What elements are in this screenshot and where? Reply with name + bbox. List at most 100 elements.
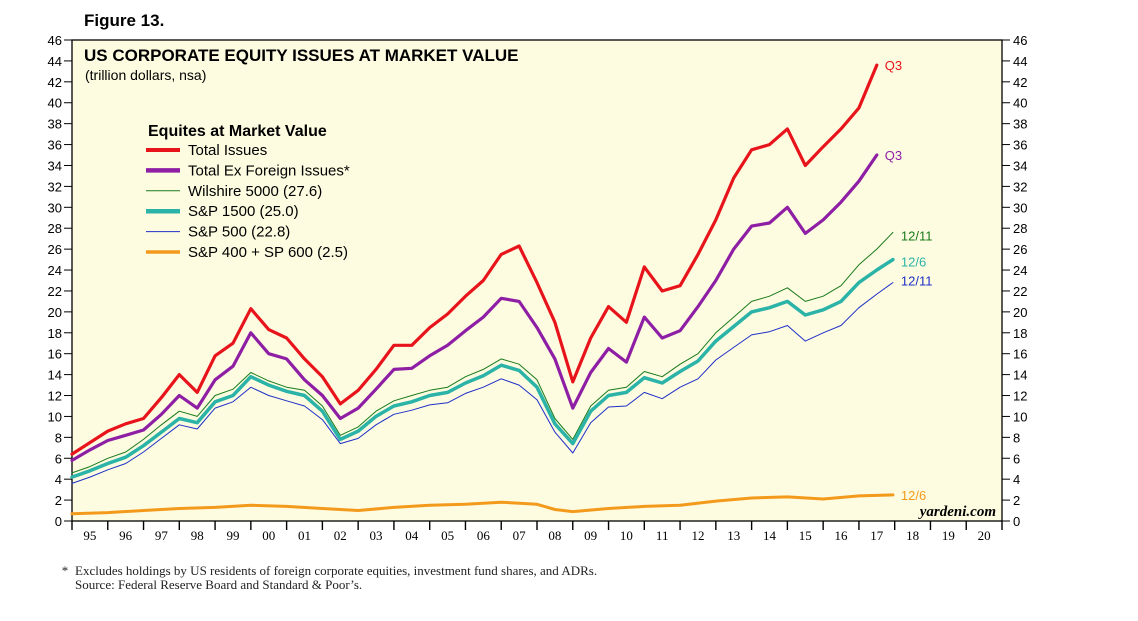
y-tick-label-right: 2 — [1013, 493, 1020, 508]
series-line-3 — [70, 257, 895, 479]
y-tick-label-left: 10 — [48, 409, 62, 424]
series-end-label: 12/11 — [901, 274, 933, 289]
legend-label: S&P 500 (22.8) — [188, 224, 290, 241]
y-tick-label-left: 12 — [48, 389, 62, 404]
x-tick-label: 10 — [620, 528, 633, 543]
y-tick-label-right: 8 — [1013, 430, 1020, 445]
y-tick-label-right: 44 — [1013, 54, 1027, 69]
chart-title: US CORPORATE EQUITY ISSUES AT MARKET VAL… — [84, 46, 518, 65]
y-tick-label-right: 40 — [1013, 96, 1027, 111]
y-tick-label-left: 38 — [48, 117, 62, 132]
y-tick-label-left: 30 — [48, 200, 62, 215]
y-tick-label-right: 20 — [1013, 305, 1027, 320]
y-tick-label-left: 42 — [48, 75, 62, 90]
y-tick-label-right: 42 — [1013, 75, 1027, 90]
footnote-source: Source: Federal Reserve Board and Standa… — [75, 577, 363, 592]
series-end-label: Q3 — [885, 148, 902, 163]
series-end-label: 12/6 — [901, 255, 926, 270]
y-tick-label-right: 30 — [1013, 200, 1027, 215]
x-tick-label: 19 — [942, 528, 955, 543]
y-tick-label-right: 46 — [1013, 33, 1027, 48]
x-tick-label: 02 — [334, 528, 347, 543]
y-tick-label-right: 34 — [1013, 158, 1027, 173]
y-tick-label-left: 26 — [48, 242, 62, 257]
x-tick-label: 11 — [656, 528, 669, 543]
x-tick-label: 95 — [83, 528, 96, 543]
y-tick-label-right: 36 — [1013, 138, 1027, 153]
x-tick-label: 00 — [262, 528, 275, 543]
x-tick-label: 18 — [906, 528, 919, 543]
x-tick-label: 09 — [584, 528, 597, 543]
figure-label: Figure 13. — [84, 11, 164, 30]
x-tick-label: 06 — [477, 528, 491, 543]
y-tick-label-right: 4 — [1013, 472, 1020, 487]
x-tick-label: 08 — [548, 528, 561, 543]
y-tick-label-left: 2 — [55, 493, 62, 508]
series-end-label: 12/11 — [901, 228, 933, 243]
series-line-4 — [71, 282, 894, 484]
y-tick-label-right: 10 — [1013, 409, 1027, 424]
series-line-5 — [70, 493, 895, 516]
y-tick-label-right: 26 — [1013, 242, 1027, 257]
x-tick-label: 12 — [691, 528, 704, 543]
y-tick-label-left: 6 — [55, 451, 62, 466]
x-tick-label: 03 — [370, 528, 383, 543]
y-tick-label-right: 38 — [1013, 117, 1027, 132]
y-tick-label-right: 0 — [1013, 514, 1020, 529]
y-tick-label-left: 22 — [48, 284, 62, 299]
x-tick-label: 14 — [763, 528, 777, 543]
footnote-note: Excludes holdings by US residents of for… — [75, 563, 598, 578]
x-tick-label: 98 — [191, 528, 204, 543]
x-tick-label: 05 — [441, 528, 454, 543]
x-tick-label: 20 — [978, 528, 991, 543]
y-tick-label-right: 16 — [1013, 347, 1027, 362]
y-tick-label-left: 28 — [48, 221, 62, 236]
series-line-0 — [70, 63, 879, 456]
footnote-block: * Excludes holdings by US residents of fo… — [55, 564, 597, 592]
y-tick-label-left: 18 — [48, 326, 62, 341]
series-line-1 — [70, 153, 879, 462]
y-tick-label-right: 6 — [1013, 451, 1020, 466]
x-tick-label: 97 — [155, 528, 169, 543]
y-tick-label-right: 28 — [1013, 221, 1027, 236]
y-tick-label-left: 32 — [48, 179, 62, 194]
series-line-2 — [71, 231, 894, 474]
legend-label: Total Ex Foreign Issues* — [188, 162, 350, 179]
y-tick-label-left: 14 — [48, 368, 62, 383]
y-tick-label-right: 14 — [1013, 368, 1027, 383]
legend: Equites at Market Value Total Issues Tota… — [146, 123, 350, 261]
y-tick-label-right: 12 — [1013, 389, 1027, 404]
x-tick-label: 99 — [226, 528, 239, 543]
x-tick-label: 96 — [119, 528, 133, 543]
footnote-asterisk: * — [61, 563, 69, 578]
y-tick-label-left: 8 — [55, 430, 62, 445]
y-tick-label-left: 46 — [48, 33, 62, 48]
watermark-yardeni: yardeni.com — [918, 504, 996, 520]
y-tick-label-left: 36 — [48, 138, 62, 153]
y-tick-label-left: 24 — [48, 263, 62, 278]
series-end-label: Q3 — [885, 58, 902, 73]
y-tick-label-left: 16 — [48, 347, 62, 362]
x-tick-label: 15 — [799, 528, 812, 543]
chart-subtitle: (trillion dollars, nsa) — [85, 67, 206, 83]
legend-label: S&P 400 + SP 600 (2.5) — [188, 244, 348, 261]
y-tick-label-left: 0 — [55, 514, 62, 529]
x-tick-label: 17 — [870, 528, 884, 543]
y-tick-label-left: 20 — [48, 305, 62, 320]
series-end-label: 12/6 — [901, 488, 926, 503]
series-lines: Q3 Q3 12/11 12/6 12/11 12/6 — [70, 58, 933, 516]
y-tick-label-right: 32 — [1013, 179, 1027, 194]
x-tick-label: 13 — [727, 528, 740, 543]
legend-label: S&P 1500 (25.0) — [188, 203, 299, 220]
y-tick-label-right: 18 — [1013, 326, 1027, 341]
x-tick-label: 01 — [298, 528, 311, 543]
legend-label: Total Issues — [188, 142, 267, 159]
y-tick-label-left: 44 — [48, 54, 62, 69]
y-tick-label-left: 4 — [55, 472, 62, 487]
y-tick-label-left: 34 — [48, 158, 62, 173]
legend-title: Equites at Market Value — [148, 123, 327, 140]
x-tick-label: 07 — [513, 528, 527, 543]
x-tick-label: 04 — [405, 528, 419, 543]
